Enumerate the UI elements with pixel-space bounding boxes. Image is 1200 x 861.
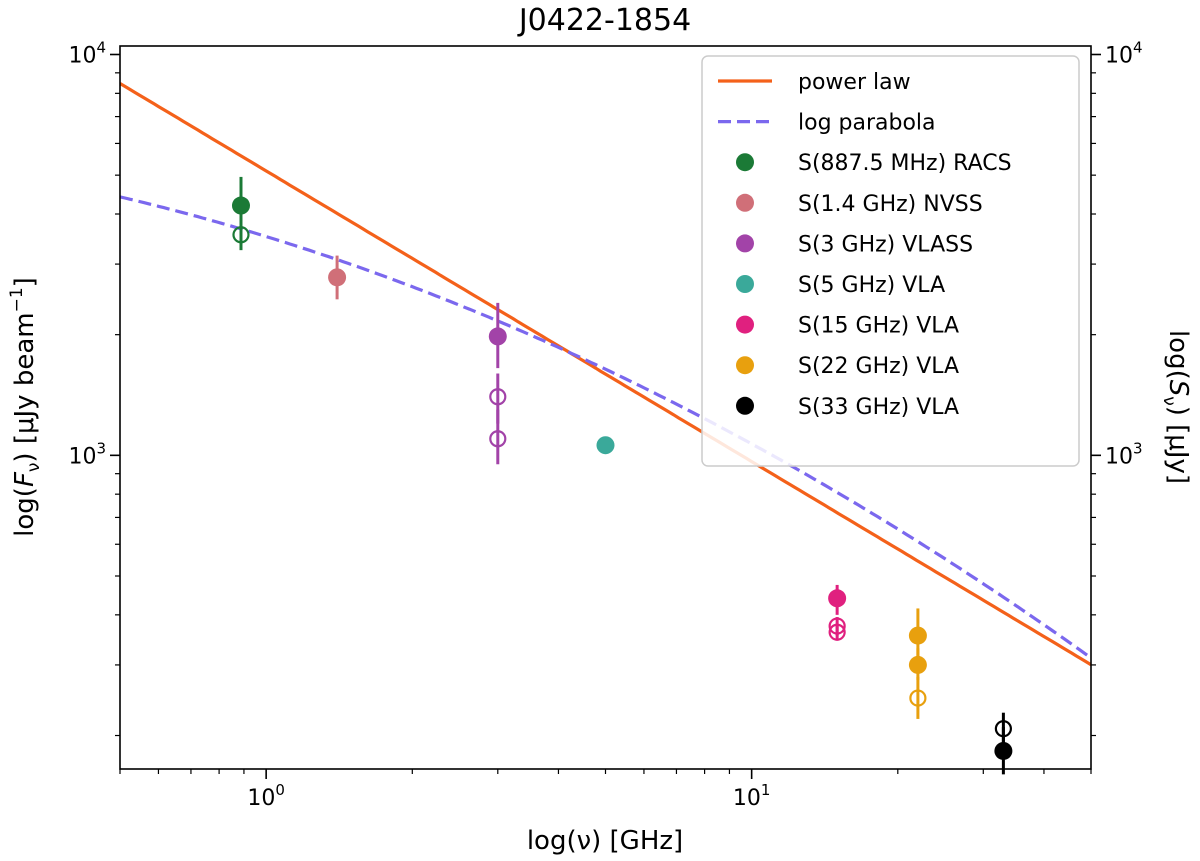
data-point-open [489, 388, 507, 406]
legend-label: S(3 GHz) VLASS [798, 232, 973, 257]
data-point-filled [488, 327, 507, 346]
chart-title: J0422-1854 [517, 3, 691, 38]
legend-marker [736, 153, 754, 172]
legend-marker [736, 234, 754, 253]
y-tick-label-left: 103 [68, 439, 106, 469]
series-2 [488, 302, 507, 465]
power-law-curve [120, 82, 1091, 667]
data-point-open [909, 689, 927, 707]
legend-entry: S(5 GHz) VLA [736, 273, 945, 298]
legend-marker [736, 315, 754, 334]
data-point-open [232, 226, 250, 244]
legend-marker [736, 275, 754, 293]
series-0 [231, 176, 250, 251]
series-4 [828, 584, 847, 641]
legend-box [701, 55, 1080, 467]
y-tick-label-right: 103 [1105, 439, 1143, 469]
data-point-filled [994, 741, 1013, 760]
legend-label: S(5 GHz) VLA [798, 273, 945, 298]
legend-entry: S(22 GHz) VLA [736, 354, 959, 379]
data-point-filled [328, 268, 347, 287]
legend-entry: log parabola [718, 111, 936, 136]
axis-ticks [110, 53, 1101, 779]
legend-marker [736, 396, 754, 415]
legend-label: power law [798, 70, 911, 95]
legend-label: S(22 GHz) VLA [798, 354, 959, 379]
legend-entry: S(15 GHz) VLA [736, 314, 959, 339]
series-3 [596, 436, 615, 455]
data-point-open [828, 623, 846, 641]
legend-label: log parabola [798, 111, 936, 136]
data-point-open [489, 430, 507, 448]
legend-label: S(1.4 GHz) NVSS [798, 192, 983, 217]
legend-marker [736, 356, 754, 375]
legend-entry: S(1.4 GHz) NVSS [736, 192, 983, 217]
legend-marker [736, 193, 754, 212]
data-point-filled [231, 196, 250, 215]
data-point-filled [908, 655, 927, 674]
legend-entry: power law [718, 70, 911, 95]
x-tick-label: 101 [733, 781, 771, 811]
x-tick-label: 100 [247, 781, 285, 811]
data-point-filled [596, 436, 615, 455]
legend-entry: S(887.5 MHz) RACS [736, 151, 1012, 176]
fit-curves [120, 82, 1091, 667]
y-axis-label-left: log(Fν) [μJy beam−1] [7, 277, 44, 537]
legend-label: S(887.5 MHz) RACS [798, 151, 1012, 176]
data-points [231, 176, 1013, 775]
x-axis-label: log(ν) [GHz] [527, 826, 683, 856]
data-point-filled [828, 589, 847, 608]
y-axis-label-right: log(Sν) [μJy] [1159, 330, 1193, 484]
legend-label: S(15 GHz) VLA [798, 314, 959, 339]
legend-label: S(33 GHz) VLA [798, 395, 959, 420]
data-point-filled [908, 626, 927, 645]
legend-entry: S(3 GHz) VLASS [736, 232, 973, 257]
series-5 [908, 608, 927, 719]
y-tick-label-left: 104 [68, 38, 106, 68]
series-6 [994, 712, 1013, 775]
log-parabola-curve [120, 195, 1091, 660]
series-1 [328, 255, 347, 300]
axis-tick-labels: 100 101 103 103 104 104 [68, 38, 1142, 811]
y-tick-label-right: 104 [1105, 38, 1143, 68]
legend-entry: S(33 GHz) VLA [736, 395, 959, 420]
legend: power law log parabola S(887.5 MHz) RACS S(… [701, 55, 1080, 467]
